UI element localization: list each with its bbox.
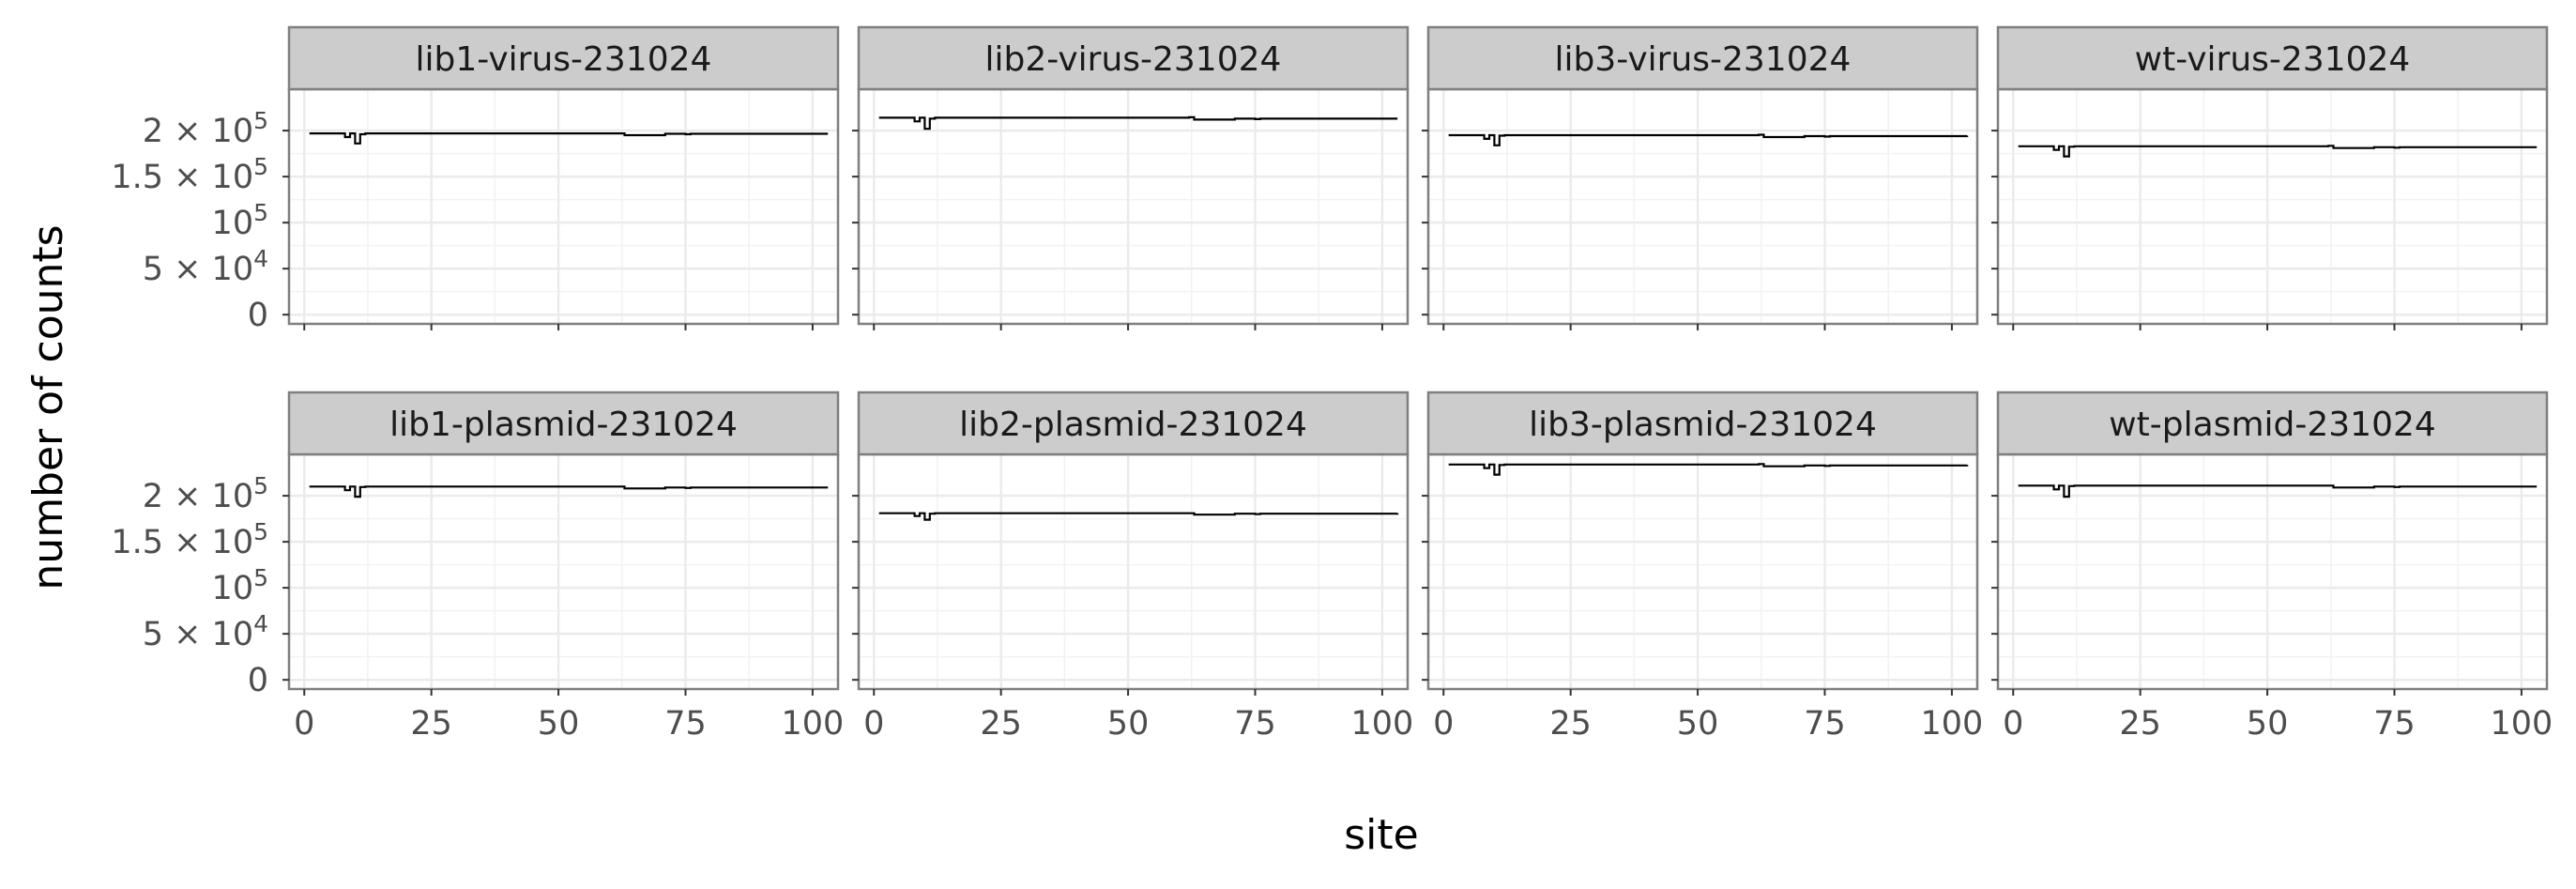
facet-panel: wt-plasmid-231024 — [1991, 391, 2549, 696]
x-tick-label: 75 — [1804, 705, 1846, 743]
x-tick-label: 25 — [2119, 705, 2161, 743]
facet-panel: lib3-plasmid-231024 — [1422, 391, 1979, 696]
x-tick-label: 50 — [1677, 705, 1719, 743]
panel-background — [859, 89, 1408, 324]
series-line — [309, 132, 829, 145]
y-tick-label: 2 × 105 — [143, 107, 268, 150]
y-axis-title: number of counts — [24, 224, 72, 590]
facet-strip — [287, 391, 840, 456]
x-tick-label: 0 — [2003, 705, 2023, 743]
y-tick-label: 1.5 × 105 — [111, 518, 268, 561]
facet-strip — [1996, 391, 2549, 456]
facet-strip-label: wt-virus-231024 — [2135, 40, 2411, 79]
series-line — [878, 115, 1398, 130]
x-tick-label: 100 — [2491, 705, 2553, 743]
x-axis-tick-labels: 0 25 50 75 100 0 25 50 75 100 0 25 50 75 100 0 25 50 75 100 — [294, 705, 2553, 743]
y-tick-label: 0 — [248, 297, 268, 334]
y-tick-label: 0 — [248, 662, 268, 699]
x-tick-label: 75 — [2373, 705, 2416, 743]
series-line — [2018, 145, 2538, 158]
facet-panel: wt-virus-231024 — [1991, 25, 2549, 330]
x-tick-label: 50 — [2247, 705, 2289, 743]
facet-strip-label: lib2-virus-231024 — [985, 40, 1282, 79]
facet-strip-label: lib3-virus-231024 — [1555, 40, 1852, 79]
series-line — [1448, 133, 1969, 146]
x-tick-label: 50 — [1107, 705, 1150, 743]
x-axis-title: site — [1344, 811, 1418, 859]
facet-strip — [857, 25, 1410, 91]
panel-background — [289, 89, 838, 324]
y-tick-label: 105 — [212, 564, 268, 607]
facet-strip-label: lib1-plasmid-231024 — [389, 406, 738, 444]
facet-panel: lib3-virus-231024 — [1422, 25, 1979, 330]
x-tick-label: 0 — [294, 705, 314, 743]
panel-background — [1998, 454, 2547, 689]
x-tick-label: 50 — [538, 705, 580, 743]
panel-background — [1428, 89, 1977, 324]
facet-strip-label: lib3-plasmid-231024 — [1529, 406, 1877, 444]
x-tick-label: 100 — [1351, 705, 1414, 743]
panel-background — [859, 454, 1408, 689]
series-line — [2018, 484, 2538, 498]
facet-strip — [1426, 25, 1979, 91]
x-tick-label: 0 — [863, 705, 884, 743]
x-tick-label: 100 — [782, 705, 845, 743]
series-line — [878, 512, 1399, 521]
facet-strip-label: lib1-virus-231024 — [416, 40, 712, 79]
facet-panel: lib1-plasmid-231024 — [282, 391, 840, 696]
panel-background — [289, 454, 838, 689]
facet-strip-label: wt-plasmid-231024 — [2109, 406, 2436, 444]
facet-strip-label: lib2-plasmid-231024 — [959, 406, 1307, 444]
series-line — [309, 485, 829, 498]
y-tick-label: 5 × 104 — [143, 610, 268, 653]
y-tick-label: 105 — [212, 199, 268, 242]
x-tick-label: 75 — [664, 705, 707, 743]
x-tick-label: 100 — [1921, 705, 1984, 743]
facet-strip — [1426, 391, 1979, 456]
x-tick-label: 0 — [1433, 705, 1454, 743]
x-tick-label: 25 — [410, 705, 452, 743]
x-tick-label: 25 — [980, 705, 1022, 743]
facet-panel: lib2-virus-231024 — [852, 25, 1410, 330]
y-tick-label: 1.5 × 105 — [111, 153, 268, 196]
facet-strip — [857, 391, 1410, 456]
facet-panels: lib1-virus-231024 lib2-virus-231024 lib3-v… — [282, 25, 2549, 696]
x-tick-label: 25 — [1549, 705, 1592, 743]
y-tick-label: 5 × 104 — [143, 245, 268, 288]
y-tick-label: 2 × 105 — [143, 472, 268, 515]
panel-background — [1428, 454, 1977, 689]
facet-panel: lib2-plasmid-231024 — [852, 391, 1410, 696]
series-line — [1448, 463, 1969, 476]
facet-strip — [1996, 25, 2549, 91]
x-tick-label: 75 — [1234, 705, 1276, 743]
facet-strip — [287, 25, 840, 91]
panel-background — [1998, 89, 2547, 324]
facet-panel: lib1-virus-231024 — [282, 25, 840, 330]
